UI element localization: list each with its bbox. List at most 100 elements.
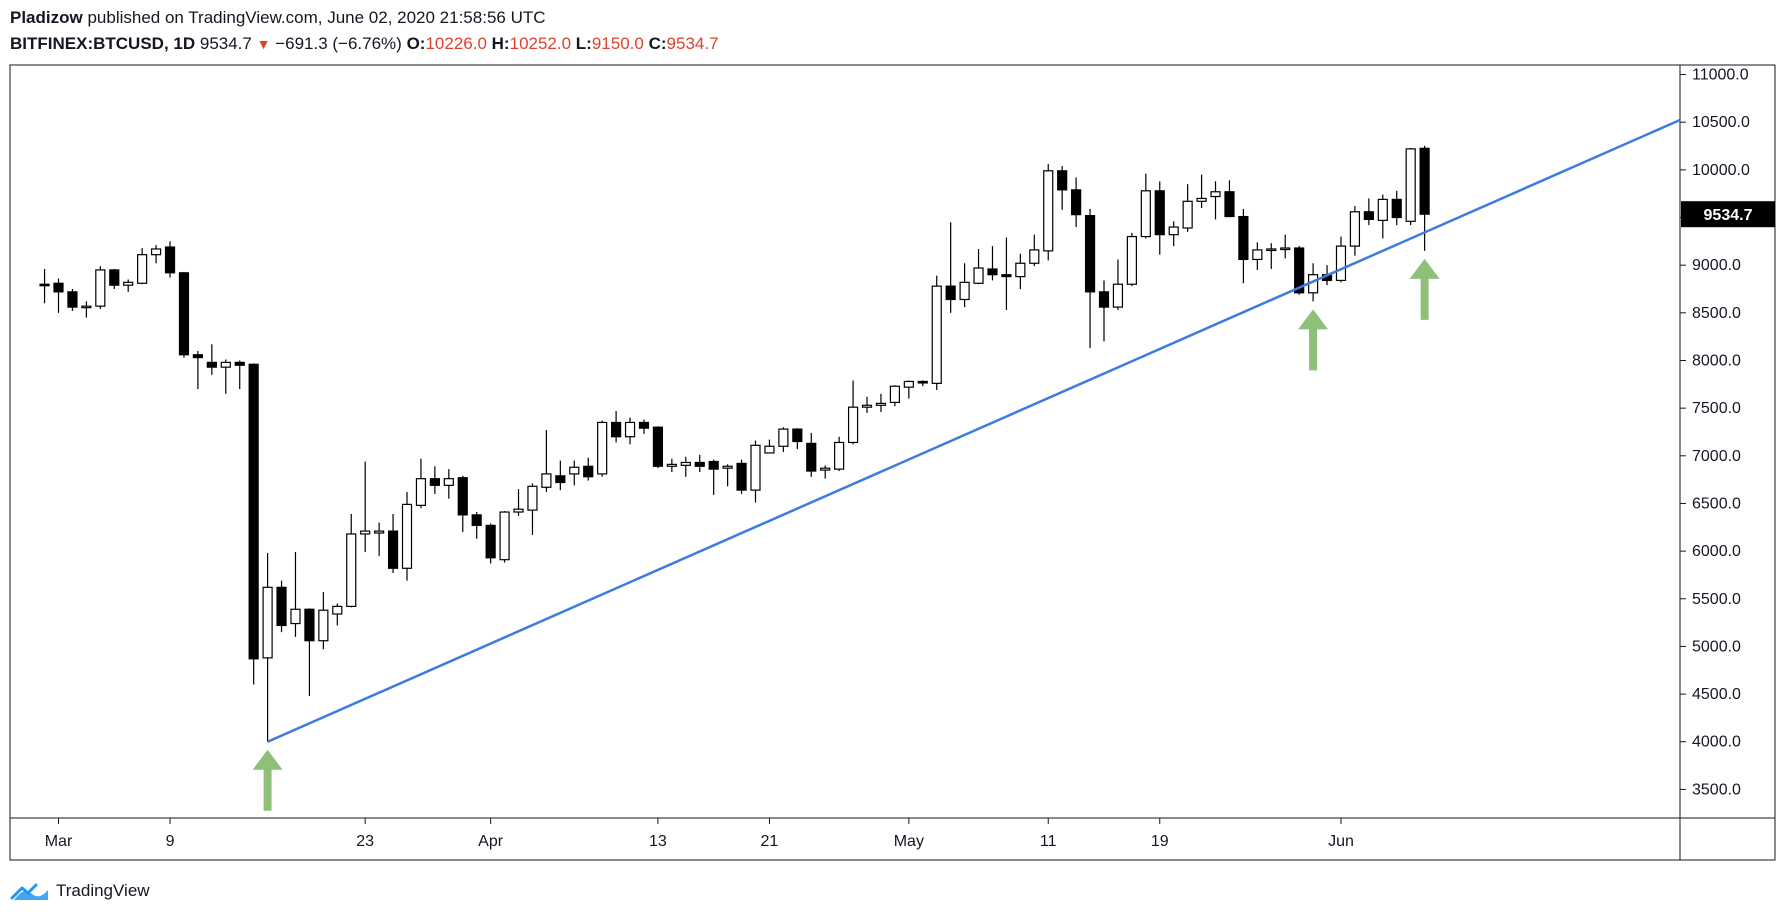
candle[interactable] xyxy=(95,266,106,310)
candle[interactable] xyxy=(318,592,329,650)
candle[interactable] xyxy=(1112,259,1124,310)
candle[interactable] xyxy=(499,511,510,563)
candle[interactable] xyxy=(1057,166,1068,210)
candle[interactable] xyxy=(220,359,231,394)
candle[interactable] xyxy=(471,512,482,539)
candle[interactable] xyxy=(1266,243,1277,269)
candle[interactable] xyxy=(1252,242,1263,270)
candle[interactable] xyxy=(764,439,775,454)
candle[interactable] xyxy=(708,459,719,495)
candle[interactable] xyxy=(820,465,831,479)
candle[interactable] xyxy=(262,553,273,742)
candle[interactable] xyxy=(1154,181,1165,255)
candle[interactable] xyxy=(1029,234,1040,267)
candle[interactable] xyxy=(457,475,468,533)
candle[interactable] xyxy=(875,393,887,412)
candle[interactable] xyxy=(834,436,845,472)
brand-name[interactable]: TradingView xyxy=(56,881,150,900)
candle[interactable] xyxy=(513,489,524,516)
candle[interactable] xyxy=(847,380,859,445)
candle[interactable] xyxy=(1377,194,1388,239)
candle[interactable] xyxy=(123,279,134,292)
candle[interactable] xyxy=(109,268,120,289)
candle[interactable] xyxy=(234,360,245,390)
candle[interactable] xyxy=(624,417,636,445)
candle[interactable] xyxy=(806,432,817,477)
candle[interactable] xyxy=(917,380,928,387)
candle[interactable] xyxy=(1405,147,1416,226)
candle[interactable] xyxy=(1043,164,1054,261)
author-name[interactable]: Pladizow xyxy=(10,8,83,27)
candle[interactable] xyxy=(360,461,371,553)
candle[interactable] xyxy=(276,580,287,633)
candle[interactable] xyxy=(778,427,789,452)
candle[interactable] xyxy=(1335,236,1347,283)
candle[interactable] xyxy=(485,523,496,564)
candle[interactable] xyxy=(652,426,664,469)
candle[interactable] xyxy=(429,466,440,494)
candle[interactable] xyxy=(694,454,705,473)
candle[interactable] xyxy=(1015,253,1026,289)
candle[interactable] xyxy=(1210,181,1221,220)
candle[interactable] xyxy=(736,459,747,494)
candle[interactable] xyxy=(861,396,873,413)
candle[interactable] xyxy=(903,380,914,399)
candle[interactable] xyxy=(792,428,803,450)
candle[interactable] xyxy=(290,552,301,637)
candle[interactable] xyxy=(346,513,357,608)
time-axis[interactable]: Mar 9 23 Apr 13 21 May 11 19 Jun xyxy=(45,818,1354,850)
candle[interactable] xyxy=(1280,234,1291,259)
candle[interactable] xyxy=(178,271,190,358)
candle[interactable] xyxy=(150,245,162,264)
candle[interactable] xyxy=(666,458,677,473)
candle[interactable] xyxy=(1071,177,1082,228)
candle[interactable] xyxy=(1168,221,1179,247)
candle[interactable] xyxy=(1224,180,1235,218)
candle[interactable] xyxy=(750,440,761,503)
candle[interactable] xyxy=(959,263,970,308)
candle[interactable] xyxy=(583,457,594,481)
candle[interactable] xyxy=(304,608,315,696)
candle[interactable] xyxy=(555,460,566,491)
candle[interactable] xyxy=(597,420,608,477)
price-axis[interactable]: 11000.010500.010000.09500.09000.08500.08… xyxy=(1680,67,1750,799)
candle[interactable] xyxy=(945,222,956,313)
candle[interactable] xyxy=(1196,174,1207,208)
candle[interactable] xyxy=(387,513,399,574)
candle[interactable] xyxy=(1238,208,1249,284)
candle[interactable] xyxy=(527,483,538,535)
candle[interactable] xyxy=(987,246,998,281)
candle[interactable] xyxy=(1098,280,1110,342)
candle[interactable] xyxy=(137,248,148,285)
candle[interactable] xyxy=(1182,184,1193,232)
candle[interactable] xyxy=(680,456,691,477)
candle[interactable] xyxy=(67,288,78,311)
candle[interactable] xyxy=(39,268,50,304)
candle[interactable] xyxy=(1391,190,1402,226)
candle[interactable] xyxy=(415,458,427,509)
candle[interactable] xyxy=(248,363,259,685)
candle[interactable] xyxy=(1363,198,1374,226)
candle[interactable] xyxy=(1001,237,1012,310)
candle[interactable] xyxy=(638,419,650,434)
candle[interactable] xyxy=(1126,232,1137,287)
candle[interactable] xyxy=(192,350,203,390)
candle[interactable] xyxy=(973,248,984,285)
candle[interactable] xyxy=(443,469,454,499)
candle[interactable] xyxy=(1084,208,1096,349)
candle[interactable] xyxy=(889,385,901,407)
candle[interactable] xyxy=(1140,173,1151,239)
candle[interactable] xyxy=(164,241,176,278)
candle[interactable] xyxy=(1349,206,1361,256)
candle[interactable] xyxy=(931,275,942,391)
candle[interactable] xyxy=(53,278,64,313)
candle[interactable] xyxy=(541,430,552,493)
candle[interactable] xyxy=(374,522,385,556)
candle[interactable] xyxy=(81,301,92,318)
support-trendline[interactable] xyxy=(267,118,1681,743)
candle[interactable] xyxy=(722,464,733,487)
candle[interactable] xyxy=(332,603,343,626)
candle[interactable] xyxy=(401,492,413,581)
candle[interactable] xyxy=(206,344,217,375)
